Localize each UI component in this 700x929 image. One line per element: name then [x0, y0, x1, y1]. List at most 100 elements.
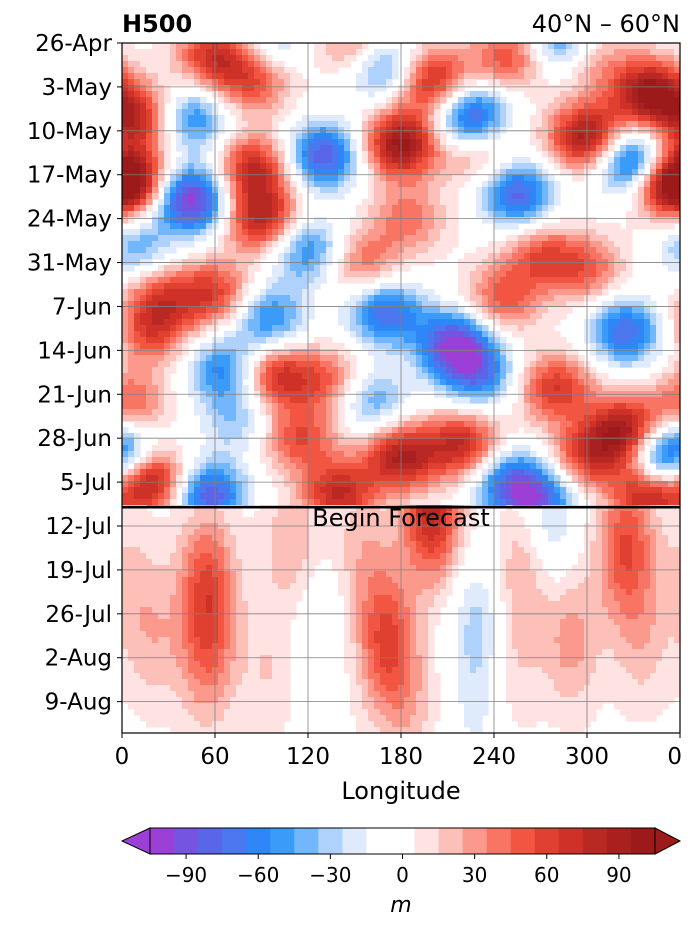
heatmap-cell — [548, 49, 555, 56]
heatmap-cell — [482, 205, 489, 212]
heatmap-cell — [122, 349, 129, 356]
heatmap-cell — [218, 235, 225, 242]
heatmap-cell — [254, 337, 261, 344]
heatmap-cell — [296, 91, 303, 98]
heatmap-cell — [602, 187, 609, 194]
heatmap-cell — [248, 55, 255, 62]
heatmap-cell — [644, 187, 651, 194]
heatmap-cell — [446, 229, 453, 236]
heatmap-cell — [392, 151, 399, 158]
heatmap-cell — [518, 397, 525, 404]
heatmap-cell — [614, 253, 621, 260]
heatmap-cell — [170, 337, 177, 344]
heatmap-cell — [434, 109, 441, 116]
heatmap-cell — [188, 193, 195, 200]
heatmap-cell — [428, 67, 435, 74]
heatmap-cell — [668, 433, 675, 440]
heatmap-cell — [530, 67, 537, 74]
heatmap-cell — [188, 61, 195, 68]
heatmap-cell — [536, 127, 543, 134]
heatmap-cell — [134, 133, 141, 140]
heatmap-cell — [326, 385, 333, 392]
heatmap-cell — [182, 73, 189, 80]
heatmap-cell — [194, 373, 201, 380]
heatmap-cell — [326, 163, 333, 170]
heatmap-cell — [134, 343, 141, 350]
heatmap-cell — [236, 67, 243, 74]
heatmap-cell — [290, 289, 297, 296]
heatmap-cell — [506, 109, 513, 116]
heatmap-cell — [488, 373, 495, 380]
heatmap-cell — [230, 73, 237, 80]
heatmap-cell — [266, 199, 273, 206]
heatmap-cell — [566, 349, 573, 356]
heatmap-cell — [488, 433, 495, 440]
heatmap-cell — [530, 265, 537, 272]
heatmap-cell — [590, 349, 597, 356]
heatmap-cell — [248, 223, 255, 230]
heatmap-cell — [512, 289, 519, 296]
heatmap-cell — [506, 289, 513, 296]
heatmap-cell — [290, 79, 297, 86]
heatmap-cell — [380, 151, 387, 158]
heatmap-cell — [296, 367, 303, 374]
heatmap-cell — [122, 145, 129, 152]
heatmap-cell — [158, 133, 165, 140]
heatmap-cell — [266, 295, 273, 302]
heatmap-cell — [392, 73, 399, 80]
heatmap-cell — [200, 133, 207, 140]
heatmap-cell — [170, 241, 177, 248]
heatmap-cell — [260, 175, 267, 182]
heatmap-cell — [476, 205, 483, 212]
heatmap-cell — [356, 265, 363, 272]
heatmap-cell — [146, 367, 153, 374]
heatmap-cell — [548, 355, 555, 362]
heatmap-cell — [464, 319, 471, 326]
heatmap-cell — [428, 343, 435, 350]
heatmap-cell — [452, 61, 459, 68]
heatmap-cell — [380, 439, 387, 446]
heatmap-cell — [278, 79, 285, 86]
heatmap-cell — [128, 67, 135, 74]
heatmap-cell — [404, 223, 411, 230]
heatmap-cell — [152, 115, 159, 122]
heatmap-cell — [188, 97, 195, 104]
heatmap-cell — [146, 55, 153, 62]
heatmap-cell — [638, 139, 645, 146]
heatmap-cell — [536, 403, 543, 410]
heatmap-cell — [200, 211, 207, 218]
heatmap-cell — [650, 301, 657, 308]
heatmap-cell — [236, 151, 243, 158]
heatmap-cell — [608, 337, 615, 344]
heatmap-cell — [464, 385, 471, 392]
heatmap-cell — [380, 217, 387, 224]
heatmap-cell — [290, 223, 297, 230]
heatmap-cell — [644, 355, 651, 362]
heatmap-cell — [428, 199, 435, 206]
heatmap-cell — [614, 325, 621, 332]
heatmap-cell — [566, 361, 573, 368]
heatmap-cell — [320, 253, 327, 260]
heatmap-cell — [662, 61, 669, 68]
heatmap-cell — [230, 265, 237, 272]
heatmap-cell — [542, 145, 549, 152]
heatmap-cell — [416, 301, 423, 308]
heatmap-cell — [668, 427, 675, 434]
heatmap-cell — [134, 163, 141, 170]
heatmap-cell — [416, 421, 423, 428]
heatmap-cell — [266, 439, 273, 446]
heatmap-cell — [548, 373, 555, 380]
heatmap-cell — [428, 421, 435, 428]
heatmap-cell — [326, 157, 333, 164]
heatmap-cell — [458, 397, 465, 404]
heatmap-cell — [542, 313, 549, 320]
heatmap-cell — [152, 133, 159, 140]
heatmap-cell — [368, 157, 375, 164]
heatmap-cell — [638, 331, 645, 338]
heatmap-cell — [266, 163, 273, 170]
heatmap-cell — [332, 169, 339, 176]
heatmap-cell — [296, 325, 303, 332]
heatmap-cell — [230, 301, 237, 308]
heatmap-cell — [590, 139, 597, 146]
heatmap-cell — [656, 169, 663, 176]
